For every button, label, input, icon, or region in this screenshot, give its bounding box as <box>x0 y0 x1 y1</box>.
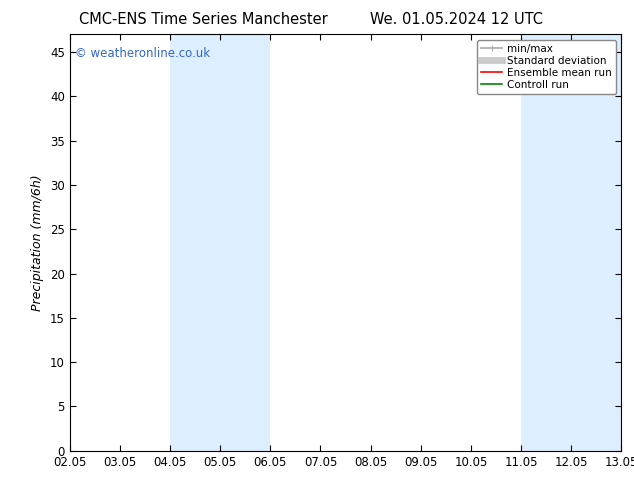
Bar <box>521 34 621 451</box>
Text: CMC-ENS Time Series Manchester: CMC-ENS Time Series Manchester <box>79 12 327 27</box>
Legend: min/max, Standard deviation, Ensemble mean run, Controll run: min/max, Standard deviation, Ensemble me… <box>477 40 616 94</box>
Bar <box>170 34 270 451</box>
Y-axis label: Precipitation (mm/6h): Precipitation (mm/6h) <box>32 174 44 311</box>
Text: © weatheronline.co.uk: © weatheronline.co.uk <box>75 47 210 60</box>
Text: We. 01.05.2024 12 UTC: We. 01.05.2024 12 UTC <box>370 12 543 27</box>
